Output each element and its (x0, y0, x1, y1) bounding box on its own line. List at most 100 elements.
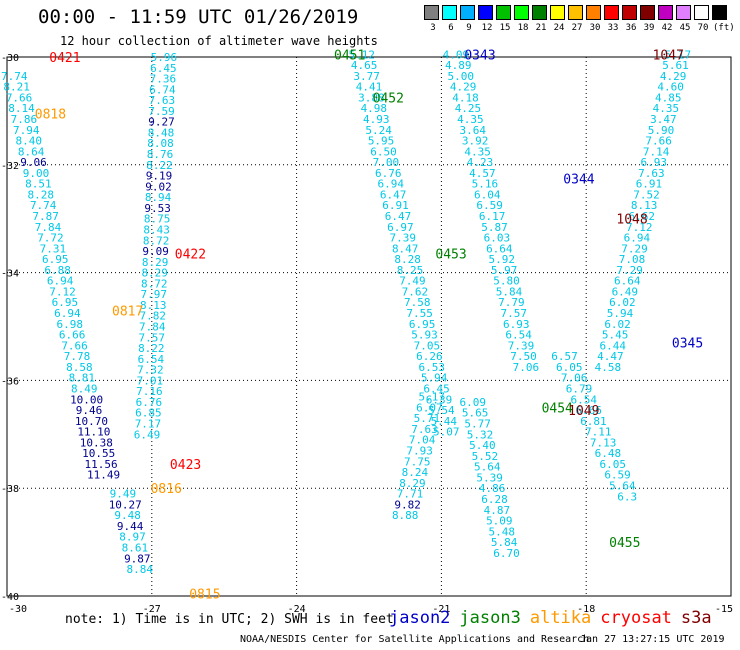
swh-point: 8.51 (25, 178, 52, 191)
swh-point: 7.58 (404, 296, 431, 309)
swh-point: 4.29 (450, 81, 477, 94)
color-scale-label: 9 (466, 23, 472, 33)
swh-point: 6.28 (481, 493, 508, 506)
plot-frame (6, 56, 732, 597)
swh-point: 5.12 (349, 48, 376, 61)
color-scale-label: 15 (499, 23, 511, 33)
swh-point: 6.45 (423, 382, 450, 395)
swh-point: 9.00 (23, 167, 50, 180)
color-scale-label: 36 (625, 23, 637, 33)
swh-point: 4.86 (479, 482, 506, 495)
swh-point: 8.88 (392, 509, 419, 522)
swh-point: 6.17 (479, 210, 506, 223)
swh-point: 5.80 (493, 275, 520, 288)
swh-point: 6.98 (56, 318, 83, 331)
swh-point: 7.49 (399, 275, 426, 288)
swh-point: 7.57 (139, 331, 166, 344)
swh-point: 6.02 (609, 296, 636, 309)
swh-point: 7.04 (409, 434, 436, 447)
swh-point: 8.14 (8, 102, 35, 115)
swh-point: 8.43 (143, 223, 170, 236)
swh-point: 6.66 (575, 404, 602, 417)
swh-point: 5.07 (433, 426, 460, 439)
swh-point: 6.97 (387, 221, 414, 234)
swh-point: 7.01 (137, 374, 164, 387)
y-tick-label: -34 (1, 269, 19, 280)
swh-point: 4.47 (597, 350, 624, 363)
swh-point: 5.84 (496, 285, 523, 298)
swh-point: 6.04 (474, 188, 501, 201)
swh-point: 6.54 (505, 329, 532, 342)
swh-point: 6.94 (47, 275, 74, 288)
swh-point: 6.05 (556, 361, 583, 374)
swh-point: 8.29 (142, 256, 169, 269)
swh-point: 10.55 (82, 447, 115, 460)
swh-point: 9.48 (114, 509, 141, 522)
swh-point: 4.35 (464, 145, 491, 158)
swh-point: 7.72 (37, 232, 64, 245)
swh-point: 7.55 (406, 307, 433, 320)
swh-point: 6.94 (377, 178, 404, 191)
x-tick-label: -24 (288, 604, 306, 615)
swh-point: 5.64 (474, 461, 501, 474)
swh-point: 5.24 (365, 124, 392, 137)
swh-point: 10.00 (70, 393, 103, 406)
swh-point: 5.44 (431, 415, 458, 428)
swh-point: 6.3 (617, 490, 637, 503)
swh-point: 5.93 (411, 329, 438, 342)
pass-time-label: 0423 (170, 458, 201, 473)
swh-point: 9.82 (394, 498, 421, 511)
swh-point: 7.66 (645, 135, 672, 148)
swh-point: 7.29 (616, 264, 643, 277)
swh-point: 6.44 (599, 339, 626, 352)
swh-point: 5.92 (488, 253, 515, 266)
pass-time-label: 0344 (563, 172, 594, 187)
color-scale-label: 70 (697, 23, 709, 33)
swh-point: 5.54 (428, 404, 455, 417)
swh-point: 8.64 (18, 145, 45, 158)
swh-point: 4.93 (363, 113, 390, 126)
note-text: note: 1) Time is in UTC; 2) SWH is in fe… (65, 612, 394, 627)
swh-point: 4.57 (469, 167, 496, 180)
swh-point: 8.76 (147, 148, 174, 161)
swh-point: 8.13 (140, 299, 167, 312)
swh-point: 6.09 (460, 396, 487, 409)
swh-point: 7.71 (397, 488, 424, 501)
legend-altika: altika (529, 608, 592, 628)
pass-time-label: 0454 (542, 401, 573, 416)
swh-point: 8.13 (631, 199, 658, 212)
generated-timestamp: Jan 27 13:27:15 UTC 2019 (580, 634, 725, 645)
swh-point: 8.25 (397, 264, 424, 277)
swh-point: 6.53 (418, 361, 445, 374)
swh-point: 7.82 (140, 310, 167, 323)
swh-point: 8.24 (402, 466, 429, 479)
swh-point: 3.77 (353, 70, 380, 83)
swh-point: 4.87 (484, 504, 511, 517)
swh-point: 8.61 (122, 541, 149, 554)
swh-point: 6.39 (426, 393, 453, 406)
swh-point: 6.59 (476, 199, 503, 212)
swh-point: 6.50 (370, 145, 397, 158)
pass-time-label: 0816 (151, 482, 182, 497)
swh-point: 7.08 (619, 253, 646, 266)
pass-time-label: 0421 (49, 51, 80, 66)
swh-point: 8.81 (69, 372, 96, 385)
swh-point: 7.12 (49, 285, 76, 298)
swh-point: 6.54 (571, 393, 598, 406)
color-scale-cell (604, 5, 619, 20)
swh-point: 7.31 (40, 242, 67, 255)
pass-time-label: 0455 (609, 536, 640, 551)
swh-point: 3.64 (460, 124, 487, 137)
swh-point: 10.38 (80, 436, 113, 449)
swh-point: 7.29 (621, 242, 648, 255)
color-scale-label: (ft) (713, 23, 735, 33)
swh-point: 7.97 (140, 288, 167, 301)
swh-point: 5.16 (472, 178, 499, 191)
swh-point: 5.97 (491, 264, 518, 277)
swh-point: 6.45 (150, 62, 177, 75)
swh-point: 4.60 (657, 81, 684, 94)
color-scale-cell (514, 5, 529, 20)
swh-point: 11.56 (85, 458, 118, 471)
pass-time-label: 0817 (112, 304, 143, 319)
swh-point: 6.64 (614, 275, 641, 288)
